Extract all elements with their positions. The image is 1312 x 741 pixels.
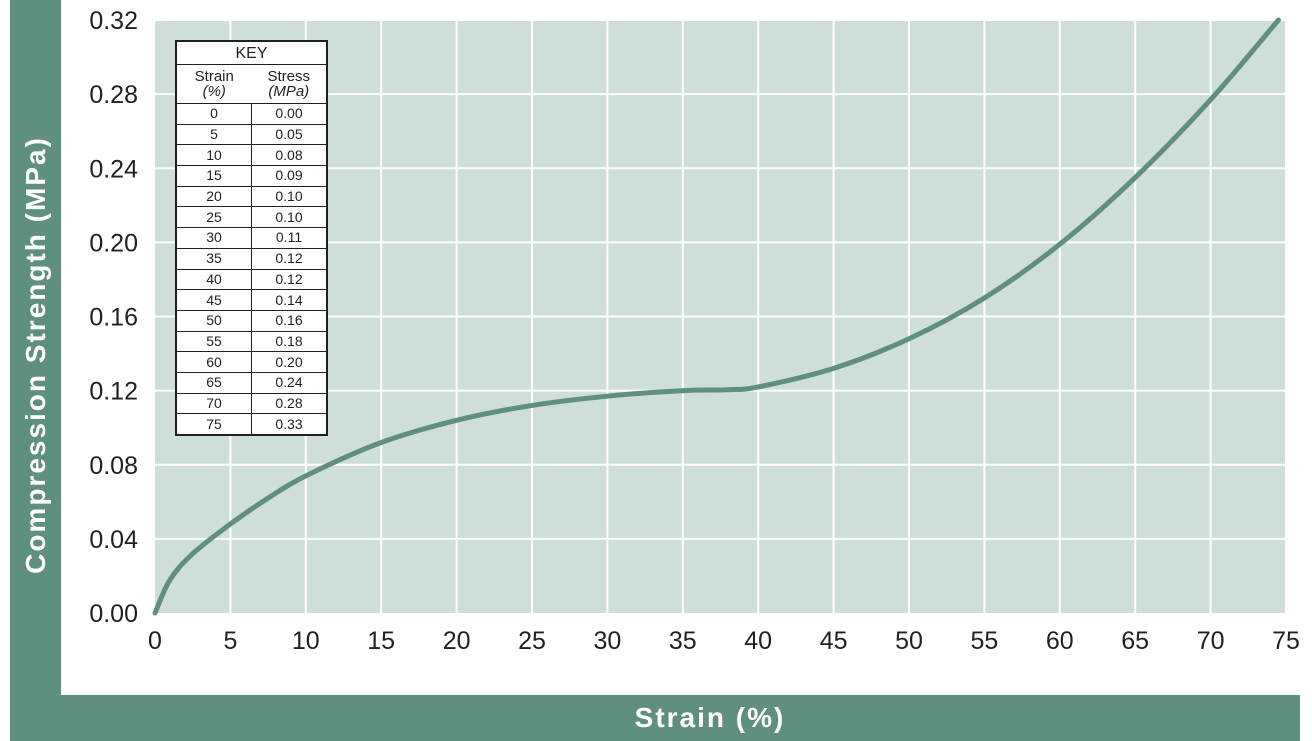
key-row: 30 0.11 (175, 227, 328, 249)
key-table-body: 0 0.00 5 0.05 10 0.08 15 0.09 20 0.10 25 0.10 30 0.11… (175, 103, 328, 436)
key-strain-cell: 60 (175, 351, 252, 373)
y-tick-label: 0.04 (89, 526, 138, 554)
key-stress-cell: 0.10 (251, 185, 328, 208)
x-tick-label: 45 (820, 627, 848, 655)
y-tick-label: 0.20 (89, 229, 138, 257)
key-strain-cell: 0 (175, 103, 252, 125)
key-stress-cell: 0.12 (251, 268, 328, 291)
key-col2-label: Stress (267, 68, 310, 85)
key-col1-unit: (%) (202, 83, 226, 100)
x-tick-label: 15 (367, 627, 395, 655)
key-strain-cell: 10 (175, 144, 252, 167)
x-tick-label: 50 (895, 627, 923, 655)
key-strain-cell: 40 (175, 268, 252, 291)
y-tick-label: 0.28 (89, 81, 138, 109)
key-stress-cell: 0.14 (251, 289, 328, 311)
key-strain-cell: 75 (175, 413, 252, 436)
key-stress-cell: 0.28 (251, 392, 328, 415)
x-axis-label-band (10, 695, 1300, 741)
key-title: KEY (175, 40, 328, 65)
key-row: 40 0.12 (175, 268, 328, 291)
key-row: 60 0.20 (175, 351, 328, 373)
key-stress-cell: 0.12 (251, 247, 328, 270)
key-stress-cell: 0.20 (251, 351, 328, 373)
x-tick-label: 70 (1197, 627, 1225, 655)
key-col-stress-header: Stress (MPa) (251, 64, 328, 104)
y-tick-label: 0.24 (89, 155, 138, 183)
key-strain-cell: 35 (175, 247, 252, 270)
x-tick-label: 5 (223, 627, 237, 655)
key-row: 55 0.18 (175, 330, 328, 353)
x-tick-label: 65 (1121, 627, 1149, 655)
x-tick-label: 60 (1046, 627, 1074, 655)
key-col2-unit: (MPa) (268, 83, 310, 100)
x-tick-label: 30 (593, 627, 621, 655)
key-row: 25 0.10 (175, 206, 328, 229)
y-tick-label: 0.12 (89, 378, 138, 406)
key-strain-cell: 5 (175, 123, 252, 146)
x-tick-label: 0 (148, 627, 162, 655)
key-stress-cell: 0.00 (251, 103, 328, 125)
x-tick-label: 10 (292, 627, 320, 655)
key-strain-cell: 70 (175, 392, 252, 415)
key-strain-cell: 30 (175, 227, 252, 249)
key-stress-cell: 0.24 (251, 371, 328, 394)
key-row: 75 0.33 (175, 413, 328, 436)
y-tick-label: 0.08 (89, 452, 138, 480)
key-strain-cell: 25 (175, 206, 252, 229)
key-strain-cell: 50 (175, 309, 252, 332)
x-axis-title: Strain (%) (634, 702, 786, 733)
key-row: 50 0.16 (175, 309, 328, 332)
x-tick-label: 55 (970, 627, 998, 655)
key-col1-label: Strain (194, 68, 234, 85)
key-stress-cell: 0.33 (251, 413, 328, 436)
key-strain-cell: 45 (175, 289, 252, 311)
key-row: 65 0.24 (175, 371, 328, 394)
key-row: 15 0.09 (175, 165, 328, 187)
y-axis-label-band (10, 0, 61, 741)
key-stress-cell: 0.10 (251, 206, 328, 229)
key-col-strain-header: Strain (%) (175, 64, 252, 104)
key-row: 70 0.28 (175, 392, 328, 415)
y-tick-label: 0.00 (89, 600, 138, 628)
key-row: 35 0.12 (175, 247, 328, 270)
key-stress-cell: 0.18 (251, 330, 328, 353)
key-stress-cell: 0.08 (251, 144, 328, 167)
key-stress-cell: 0.09 (251, 165, 328, 187)
key-stress-cell: 0.05 (251, 123, 328, 146)
x-tick-label: 20 (443, 627, 471, 655)
x-tick-label: 40 (744, 627, 772, 655)
x-tick-label: 75 (1272, 627, 1300, 655)
key-strain-cell: 20 (175, 185, 252, 208)
key-row: 10 0.08 (175, 144, 328, 167)
key-row: 0 0.00 (175, 103, 328, 125)
series-line (152, 17, 1281, 616)
x-tick-label: 25 (518, 627, 546, 655)
key-stress-cell: 0.16 (251, 309, 328, 332)
x-tick-label: 35 (669, 627, 697, 655)
y-tick-label: 0.16 (89, 304, 138, 332)
key-stress-cell: 0.11 (251, 227, 328, 249)
key-strain-cell: 65 (175, 371, 252, 394)
key-strain-cell: 15 (175, 165, 252, 187)
key-row: 20 0.10 (175, 185, 328, 208)
key-strain-cell: 55 (175, 330, 252, 353)
key-row: 45 0.14 (175, 289, 328, 311)
key-table: KEY Strain (%) Stress (MPa) 0 0.00 5 0.05 10… (175, 40, 328, 436)
y-tick-label: 0.32 (89, 7, 138, 35)
key-row: 5 0.05 (175, 123, 328, 146)
